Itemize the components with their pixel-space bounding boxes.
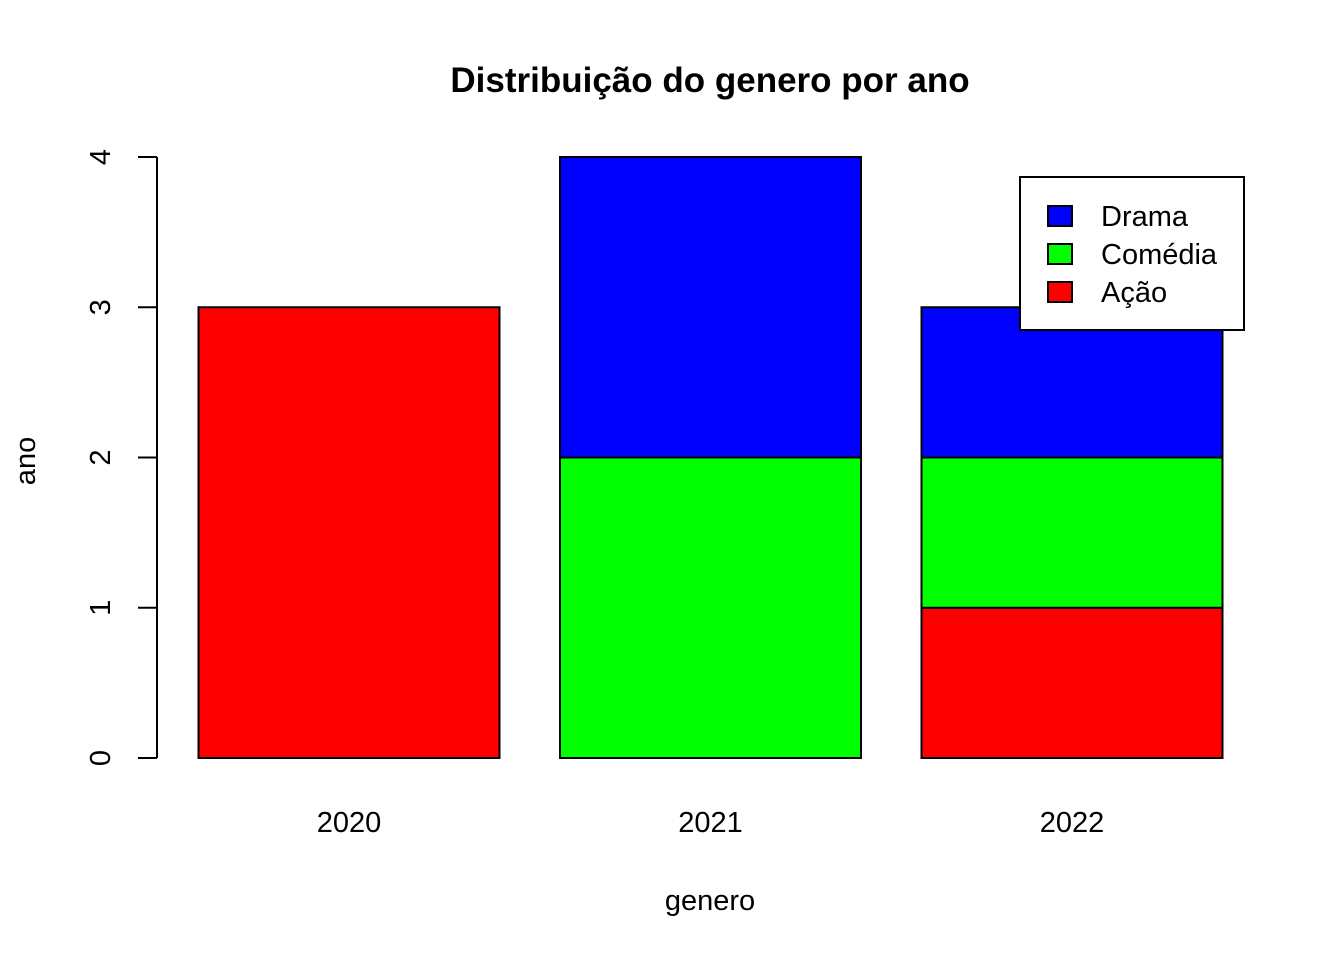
x-tick-label: 2022 <box>1040 807 1105 839</box>
bar-segment <box>920 456 1224 609</box>
legend-swatch <box>1047 243 1073 265</box>
bar-segment <box>920 306 1224 459</box>
legend: Drama Comédia Ação <box>1019 176 1245 331</box>
legend-entry-label: Ação <box>1101 277 1167 309</box>
x-axis-label: genero <box>665 885 755 917</box>
bar-segment <box>197 306 501 759</box>
bar-segment <box>559 156 862 459</box>
legend-entry-label: Comédia <box>1101 239 1218 271</box>
y-axis-label: ano <box>10 437 42 485</box>
legend-entry-label: Drama <box>1101 201 1189 233</box>
y-tick-label: 2 <box>85 449 117 465</box>
y-tick-label: 3 <box>85 299 117 315</box>
y-axis: 0 1 2 3 4 <box>85 149 158 766</box>
y-tick-label: 4 <box>85 149 117 165</box>
y-tick-label: 0 <box>85 750 117 766</box>
chart-title: Distribuição do genero por ano <box>450 61 969 100</box>
y-tick-label: 1 <box>85 600 117 616</box>
x-tick-label: 2020 <box>317 807 382 839</box>
bar-segment <box>559 456 862 759</box>
x-tick-label: 2021 <box>678 807 743 839</box>
legend-swatch <box>1047 281 1073 303</box>
bar-segment <box>920 606 1224 759</box>
x-axis-tick-labels: 2020 2021 2022 <box>317 807 1105 839</box>
bars-group <box>197 156 1224 759</box>
legend-swatch <box>1047 205 1073 227</box>
